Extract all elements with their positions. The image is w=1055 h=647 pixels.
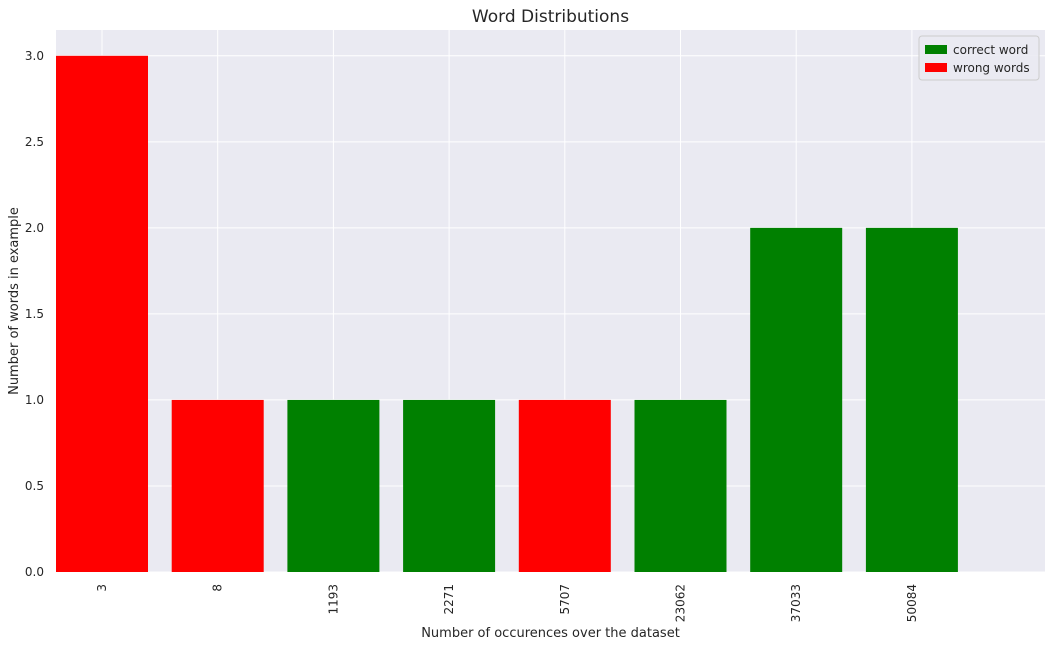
y-tick-label: 0.0 (25, 565, 44, 579)
y-axis-label: Number of words in example (7, 207, 22, 395)
y-tick-label: 1.5 (25, 307, 44, 321)
bar-3 (56, 55, 148, 573)
legend-label: correct word (953, 43, 1028, 57)
legend-box (918, 35, 1040, 81)
x-tick-label: 5707 (558, 584, 572, 615)
y-tick-label: 1.0 (25, 393, 44, 407)
bars (56, 55, 958, 573)
legend-label: wrong words (953, 61, 1030, 75)
y-tick-label: 3.0 (25, 49, 44, 63)
x-tick-label: 50084 (905, 584, 919, 622)
bar-2271 (403, 399, 496, 572)
bar-8 (171, 399, 264, 572)
legend-swatch (925, 45, 947, 54)
y-tick-label: 2.5 (25, 135, 44, 149)
x-tick-label: 23062 (674, 584, 688, 622)
x-axis-label: Number of occurences over the dataset (421, 626, 680, 641)
x-tick-label: 1193 (326, 584, 340, 615)
x-tick-label: 3 (95, 584, 109, 592)
legend-swatch (925, 63, 947, 72)
y-tick-label: 0.5 (25, 479, 44, 493)
chart-title: Word Distributions (472, 7, 629, 27)
bar-37033 (750, 227, 843, 572)
bar-5707 (518, 399, 611, 572)
legend: correct word wrong words (918, 35, 1040, 81)
bar-1193 (287, 399, 380, 572)
y-tick-label: 2.0 (25, 221, 44, 235)
bar-23062 (634, 399, 727, 572)
x-ticks: 3 8 1193 2271 5707 23062 37033 50084 (95, 584, 919, 622)
x-tick-label: 2271 (442, 584, 456, 615)
y-ticks: 0.0 0.5 1.0 1.5 2.0 2.5 3.0 (25, 49, 44, 579)
x-tick-label: 37033 (789, 584, 803, 622)
x-tick-label: 8 (211, 584, 225, 592)
bar-50084 (865, 227, 958, 572)
